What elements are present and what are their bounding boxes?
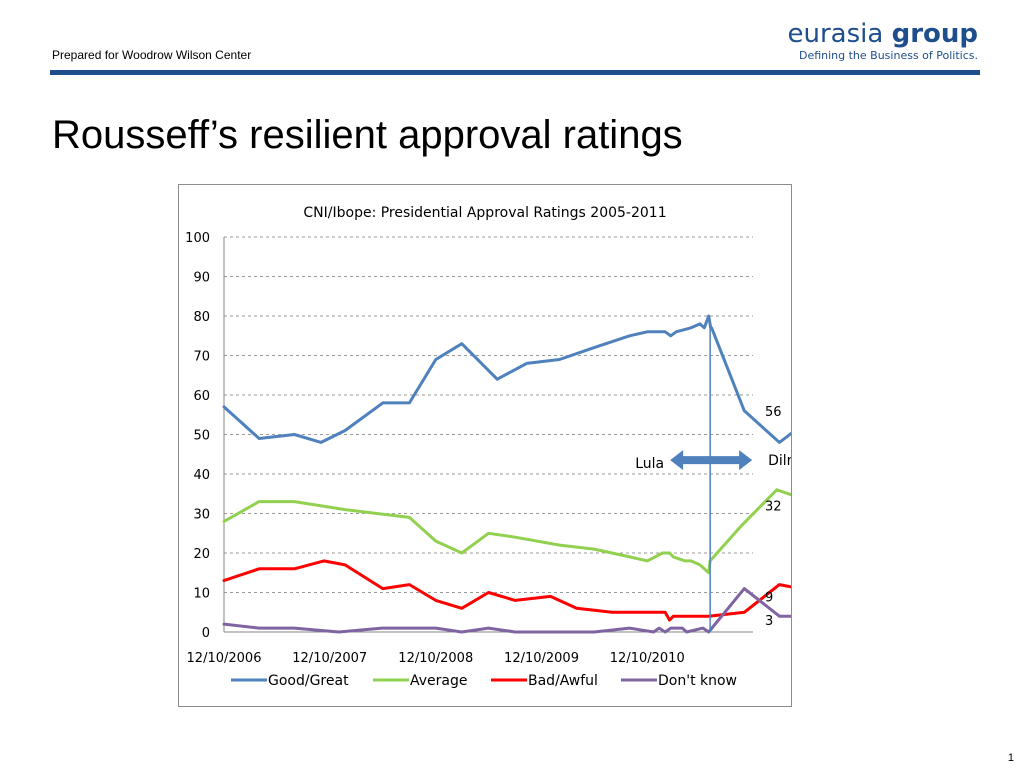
series-line-bad-awful [222, 559, 791, 622]
eurasia-group-logo: eurasia group Defining the Business of P… [788, 20, 979, 62]
y-tick-label: 0 [202, 626, 210, 641]
y-tick-label: 40 [193, 468, 210, 483]
y-tick-label: 10 [193, 587, 210, 602]
x-tick-label: 12/10/2008 [398, 651, 473, 666]
x-tick-label: 12/10/2010 [610, 651, 685, 666]
approval-chart: CNI/Ibope: Presidential Approval Ratings… [178, 184, 792, 707]
x-tick-label: 12/10/2009 [504, 651, 579, 666]
legend-label: Don't know [658, 673, 737, 689]
logo-word-group: group [891, 19, 978, 49]
y-tick-label: 90 [193, 271, 210, 286]
logo-tagline: Defining the Business of Politics. [798, 49, 978, 62]
chart-canvas: CNI/Ibope: Presidential Approval Ratings… [185, 205, 791, 689]
prepared-for-text: Prepared for Woodrow Wilson Center [52, 48, 252, 62]
series-line-average [222, 488, 791, 575]
y-tick-label: 60 [193, 389, 210, 404]
annotation-dilma: Dilma [768, 453, 791, 469]
y-tick-label: 50 [193, 429, 210, 444]
logo-word-eurasia: eurasia [787, 19, 884, 49]
logo-wordmark: eurasia group [788, 20, 979, 48]
series-end-label: 56 [765, 405, 782, 420]
series-end-label: 3 [765, 614, 773, 629]
y-tick-label: 70 [193, 350, 210, 365]
transition-arrow [670, 450, 753, 471]
legend-label: Average [410, 673, 468, 689]
series-line-don-t-know [222, 587, 791, 634]
legend-label: Good/Great [268, 673, 349, 689]
legend-label: Bad/Awful [528, 673, 598, 689]
y-tick-label: 80 [193, 310, 210, 325]
chart-title: CNI/Ibope: Presidential Approval Ratings… [303, 205, 666, 221]
series-end-label: 32 [765, 500, 782, 515]
slide-title: Rousseff’s resilient approval ratings [52, 113, 683, 157]
y-tick-label: 20 [193, 547, 210, 562]
series-end-label: 9 [765, 590, 773, 605]
x-tick-label: 12/10/2007 [292, 651, 367, 666]
header-divider [50, 70, 980, 75]
y-tick-label: 100 [185, 231, 210, 246]
series-line-good-great [222, 314, 791, 444]
x-tick-label: 12/10/2006 [187, 651, 262, 666]
y-tick-label: 30 [193, 508, 210, 523]
page-number: 1 [1007, 752, 1014, 764]
annotation-lula: Lula [635, 456, 664, 472]
